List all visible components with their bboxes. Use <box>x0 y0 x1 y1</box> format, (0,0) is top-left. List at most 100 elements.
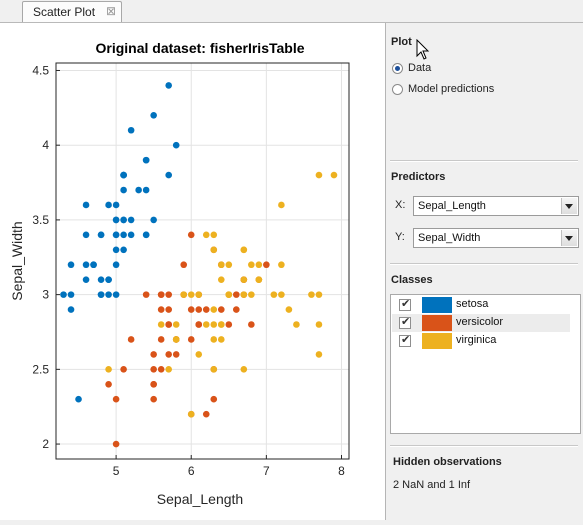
data-point-versicolor <box>233 306 240 313</box>
data-point-virginica <box>165 366 172 373</box>
close-icon[interactable]: ⊠ <box>106 4 117 18</box>
predictors-section-title: Predictors <box>391 171 446 183</box>
data-point-setosa <box>67 261 75 269</box>
class-checkbox[interactable]: ✔ <box>399 334 411 347</box>
data-point-virginica <box>210 306 218 313</box>
tab-strip: Scatter Plot ⊠ <box>0 0 583 23</box>
y-predictor-label: Y: <box>395 231 405 243</box>
y-predictor-dropdown[interactable]: Sepal_Width <box>413 228 579 248</box>
data-point-setosa <box>105 276 112 283</box>
data-point-virginica <box>248 291 255 298</box>
data-point-virginica <box>270 291 278 298</box>
data-point-virginica <box>225 291 233 298</box>
data-point-setosa <box>112 231 120 239</box>
data-point-virginica <box>285 306 293 313</box>
data-point-virginica <box>187 291 195 298</box>
tab-scatter-plot[interactable]: Scatter Plot ⊠ <box>22 1 122 22</box>
data-point-versicolor <box>248 321 255 328</box>
divider <box>390 263 578 265</box>
data-point-virginica <box>293 321 300 328</box>
tick-labels: 5 6 7 8 2 2.5 3 3.5 4 4.5 <box>32 63 345 478</box>
data-point-setosa <box>82 276 90 283</box>
class-row-setosa[interactable]: ✔ setosa <box>392 296 570 314</box>
data-point-versicolor <box>105 380 112 388</box>
data-point-versicolor <box>165 306 172 313</box>
data-point-virginica <box>217 261 225 269</box>
data-point-versicolor <box>263 261 270 269</box>
data-point-virginica <box>180 291 188 298</box>
x-predictor-value: Sepal_Length <box>418 200 486 212</box>
data-point-virginica <box>255 276 263 283</box>
data-point-versicolor <box>187 231 195 239</box>
scatter-chart: 5 6 7 8 2 2.5 3 3.5 4 4.5 Original dataset: fishe… <box>9 40 350 507</box>
data-point-setosa <box>97 231 105 239</box>
chevron-down-icon[interactable] <box>561 230 577 246</box>
class-checkbox[interactable]: ✔ <box>399 316 411 329</box>
y-tick-label: 2 <box>42 437 49 451</box>
x-axis-label: Sepal_Length <box>157 491 243 507</box>
data-point-versicolor <box>165 351 172 358</box>
data-point-setosa <box>75 395 82 403</box>
data-point-setosa <box>112 246 120 254</box>
grid <box>56 63 349 459</box>
data-point-virginica <box>157 321 165 328</box>
data-point-versicolor <box>187 306 195 313</box>
data-point-versicolor <box>217 306 225 313</box>
data-point-versicolor <box>210 395 218 403</box>
data-point-virginica <box>187 410 195 418</box>
data-point-virginica <box>330 171 338 179</box>
class-color-swatch <box>422 333 452 349</box>
data-point-versicolor <box>233 291 240 298</box>
data-point-versicolor <box>172 351 180 358</box>
y-tick-label: 3 <box>42 288 49 302</box>
data-point-setosa <box>142 231 150 239</box>
chevron-down-icon[interactable] <box>561 198 577 214</box>
data-point-virginica <box>255 261 263 269</box>
data-point-virginica <box>278 291 285 298</box>
data-point-setosa <box>97 291 105 298</box>
class-row-virginica[interactable]: ✔ virginica <box>392 332 570 350</box>
y-predictor-value: Sepal_Width <box>418 232 481 244</box>
data-radio-label: Data <box>408 62 432 74</box>
class-row-versicolor[interactable]: ✔ versicolor <box>392 314 570 332</box>
data-point-versicolor <box>165 321 172 328</box>
divider <box>390 160 578 162</box>
data-point-virginica <box>202 321 210 328</box>
data-point-setosa <box>60 291 67 298</box>
y-tick-label: 2.5 <box>32 362 49 376</box>
data-point-setosa <box>120 216 127 224</box>
data-point-versicolor <box>187 336 195 343</box>
classes-list: ✔ setosa ✔ versicolor ✔ virginica <box>390 294 581 434</box>
data-point-setosa <box>150 112 157 119</box>
plot-area: 5 6 7 8 2 2.5 3 3.5 4 4.5 Original dataset: fishe… <box>0 23 386 520</box>
data-point-setosa <box>90 261 97 269</box>
data-point-versicolor <box>127 336 135 343</box>
data-point-versicolor <box>195 321 203 328</box>
data-point-versicolor <box>150 380 157 388</box>
data-point-setosa <box>127 126 135 134</box>
hidden-observations-text: 2 NaN and 1 Inf <box>393 479 471 491</box>
data-point-setosa <box>105 201 112 209</box>
data-point-setosa <box>82 201 90 209</box>
checkmark-icon: ✔ <box>401 316 411 328</box>
data-point-virginica <box>308 291 315 298</box>
data-point-setosa <box>165 82 172 89</box>
class-checkbox[interactable]: ✔ <box>399 298 411 311</box>
x-predictor-dropdown[interactable]: Sepal_Length <box>413 196 579 216</box>
data-point-setosa <box>165 171 172 179</box>
y-tick-label: 3.5 <box>32 213 49 227</box>
data-point-virginica <box>210 246 218 254</box>
checkmark-icon: ✔ <box>401 298 411 310</box>
data-point-virginica <box>172 336 180 343</box>
data-points <box>60 82 338 448</box>
radio-unselected-icon <box>392 84 403 95</box>
data-point-versicolor <box>195 306 203 313</box>
data-point-setosa <box>112 261 120 269</box>
classes-section-title: Classes <box>391 274 433 286</box>
data-point-versicolor <box>180 261 188 269</box>
hidden-observations-title: Hidden observations <box>393 456 502 468</box>
data-point-setosa <box>105 291 112 298</box>
data-point-versicolor <box>120 366 127 373</box>
data-point-versicolor <box>157 306 165 313</box>
data-point-versicolor <box>157 291 165 298</box>
